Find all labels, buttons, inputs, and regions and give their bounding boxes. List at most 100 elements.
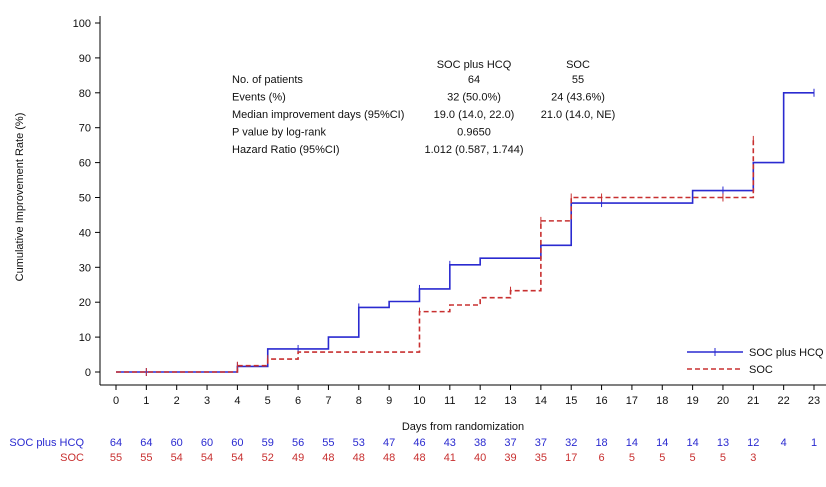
x-tick-label: 22 [778,395,790,407]
at-risk-count: 55 [140,452,152,464]
stats-row-label: P value by log-rank [232,127,326,139]
at-risk-count: 14 [656,437,668,449]
at-risk-count: 60 [231,437,243,449]
stats-cell: 1.012 (0.587, 1.744) [424,144,523,156]
legend-label: SOC plus HCQ [749,347,824,359]
at-risk-count: 40 [474,452,486,464]
stats-cell: 32 (50.0%) [447,92,501,104]
at-risk-count: 54 [201,452,213,464]
at-risk-count: 5 [690,452,696,464]
y-tick-label: 0 [85,367,91,379]
at-risk-count: 55 [110,452,122,464]
x-tick-label: 21 [747,395,759,407]
legend-label: SOC [749,364,773,376]
at-risk-count: 48 [383,452,395,464]
y-tick-label: 10 [79,332,91,344]
y-tick-label: 60 [79,158,91,170]
stats-column-header: SOC [566,59,590,71]
at-risk-count: 64 [140,437,152,449]
at-risk-count: 59 [262,437,274,449]
at-risk-count: 38 [474,437,486,449]
stats-column-header: SOC plus HCQ [437,59,512,71]
x-tick-label: 19 [686,395,698,407]
at-risk-count: 13 [717,437,729,449]
at-risk-count: 5 [720,452,726,464]
y-tick-label: 20 [79,297,91,309]
y-tick-label: 50 [79,193,91,205]
series-layer [116,88,815,376]
at-risk-count: 14 [626,437,638,449]
stats-cell: 24 (43.6%) [551,92,605,104]
at-risk-count: 35 [535,452,547,464]
x-tick-label: 0 [113,395,119,407]
at-risk-count: 48 [413,452,425,464]
x-tick-label: 3 [204,395,210,407]
at-risk-table: SOC plus HCQ 64 64 60 60 60 59 56 55 53 47 46 43 38 37… [9,437,817,464]
at-risk-count: 4 [781,437,787,449]
y-tick-label: 100 [73,18,91,30]
at-risk-count: 39 [504,452,516,464]
x-axis-label: Days from randomization [402,421,524,433]
at-risk-count: 60 [171,437,183,449]
stats-cell: 21.0 (14.0, NE) [541,109,616,121]
x-tick-label: 9 [386,395,392,407]
at-risk-row-label: SOC [60,452,84,464]
stats-row-label: Median improvement days (95%CI) [232,109,404,121]
x-tick-label: 23 [808,395,820,407]
at-risk-count: 32 [565,437,577,449]
x-tick-label: 16 [595,395,607,407]
at-risk-count: 46 [413,437,425,449]
x-tick-label: 6 [295,395,301,407]
x-tick-label: 2 [174,395,180,407]
x-tick-label: 13 [504,395,516,407]
y-tick-label: 30 [79,262,91,274]
at-risk-count: 5 [629,452,635,464]
stats-row-label: No. of patients [232,74,303,86]
x-tick-label: 20 [717,395,729,407]
x-tick-label: 4 [234,395,240,407]
x-tick-label: 12 [474,395,486,407]
x-tick-label: 8 [356,395,362,407]
at-risk-count: 3 [750,452,756,464]
at-risk-count: 47 [383,437,395,449]
x-tick-label: 17 [626,395,638,407]
y-tick-label: 70 [79,123,91,135]
at-risk-count: 54 [171,452,183,464]
stats-cell: 64 [468,74,480,86]
at-risk-count: 12 [747,437,759,449]
at-risk-count: 37 [504,437,516,449]
at-risk-count: 18 [595,437,607,449]
x-tick-label: 1 [143,395,149,407]
x-tick-label: 14 [535,395,547,407]
x-tick-label: 5 [265,395,271,407]
y-tick-label: 80 [79,88,91,100]
x-tick-label: 7 [325,395,331,407]
stats-cell: 0.9650 [457,127,491,139]
series-line-soc [116,139,755,373]
at-risk-count: 54 [231,452,243,464]
stats-row-label: Events (%) [232,92,286,104]
at-risk-count: 17 [565,452,577,464]
at-risk-count: 48 [322,452,334,464]
x-tick-label: 10 [413,395,425,407]
at-risk-count: 5 [659,452,665,464]
at-risk-count: 1 [811,437,817,449]
at-risk-count: 41 [444,452,456,464]
stats-cell: 55 [572,74,584,86]
at-risk-count: 43 [444,437,456,449]
at-risk-count: 56 [292,437,304,449]
at-risk-count: 52 [262,452,274,464]
stats-cell: 19.0 (14.0, 22.0) [434,109,515,121]
x-tick-label: 18 [656,395,668,407]
at-risk-count: 37 [535,437,547,449]
y-tick-label: 90 [79,53,91,65]
at-risk-count: 55 [322,437,334,449]
at-risk-count: 53 [353,437,365,449]
at-risk-count: 48 [353,452,365,464]
stats-table: SOC plus HCQ SOC No. of patients 64 55 Events… [232,59,615,156]
at-risk-row-label: SOC plus HCQ [9,437,84,449]
at-risk-count: 14 [686,437,698,449]
at-risk-count: 60 [201,437,213,449]
